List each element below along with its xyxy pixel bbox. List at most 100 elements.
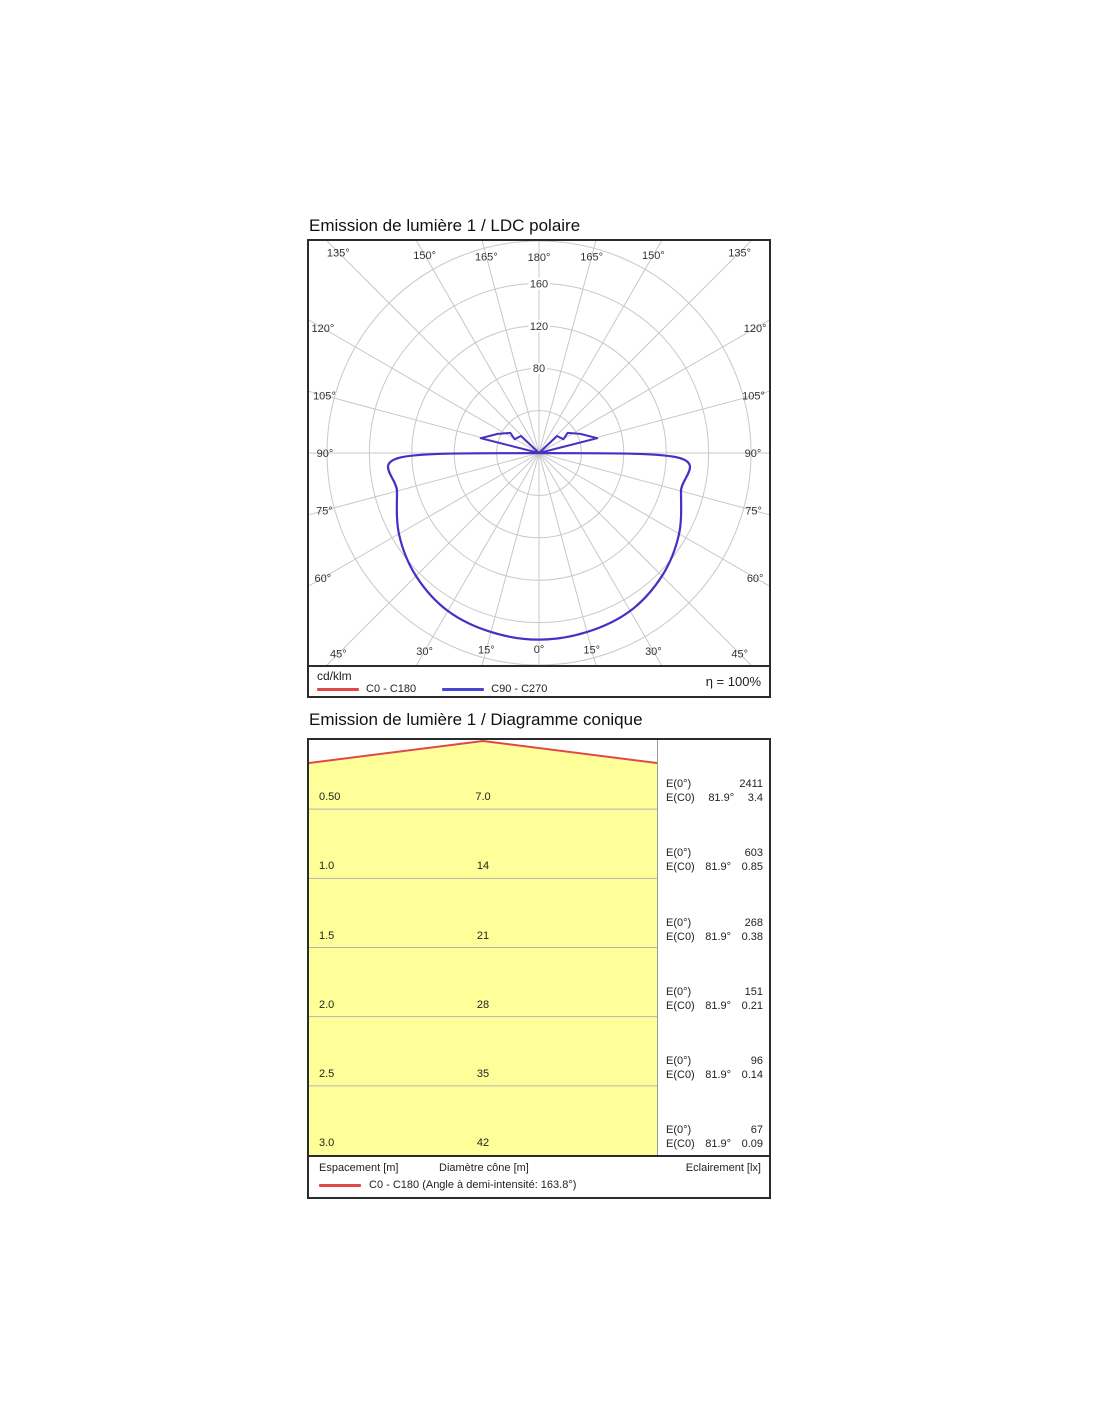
polar-angle-label: 135°	[728, 247, 751, 259]
e0-label: E(0°)	[666, 916, 692, 929]
diametre-cone-value: 14	[476, 860, 490, 873]
illuminance-row: E(0°) 268 E(C0) 81.9° 0.38	[658, 878, 769, 947]
half-angle-value: 81.9°	[705, 1138, 732, 1151]
c90-c270-line-swatch	[442, 687, 485, 691]
intensity-unit-label: cd/klm	[317, 669, 352, 683]
polar-angle-label: 150°	[413, 250, 436, 262]
polar-angle-label: 30°	[416, 646, 433, 658]
half-angle-value: 81.9°	[705, 1068, 732, 1081]
polar-grid-radial-line	[538, 241, 752, 454]
e0-line: E(0°) 2411	[666, 777, 763, 791]
polar-grid-radial-line	[538, 452, 597, 665]
diametre-cone-value: 28	[476, 998, 490, 1011]
polar-grid-radial-line	[416, 452, 540, 665]
half-angle-value: 81.9°	[705, 930, 732, 943]
c0-c180-line-swatch	[317, 687, 359, 691]
illuminance-row: E(0°) 67 E(C0) 81.9° 0.09	[658, 1086, 769, 1155]
e0-label: E(0°)	[666, 778, 692, 791]
polar-angle-label: 90°	[745, 448, 762, 460]
diametre-cone-value: 7.0	[475, 791, 491, 804]
espacement-value: 2.0	[319, 998, 335, 1011]
diametre-cone-value: 21	[476, 929, 490, 942]
polar-angle-label: 0°	[534, 644, 545, 656]
ldc-curve-upper-wing	[538, 431, 599, 454]
polar-grid-radial-line	[309, 452, 540, 587]
diametre-cone-value: 42	[476, 1137, 490, 1149]
espacement-column-label: Espacement [m]	[319, 1162, 399, 1174]
espacement-value: 1.5	[319, 929, 335, 942]
half-angle-value: 81.9°	[705, 999, 732, 1012]
ec0-label: E(C0)	[666, 1138, 695, 1151]
cone-diagram-title: Emission de lumière 1 / Diagramme coniqu…	[309, 710, 643, 729]
e0-value: 67	[750, 1124, 763, 1137]
ec0-value: 0.38	[741, 930, 763, 943]
ec0-label: E(C0)	[666, 999, 695, 1012]
polar-chart-legend: cd/klm η = 100% C0 - C180 C90 - C270	[309, 665, 769, 696]
polar-angle-label: 90°	[317, 448, 334, 460]
diametre-cone-value: 35	[476, 1067, 490, 1080]
e0-value: 2411	[739, 778, 763, 791]
half-intensity-legend-label: C0 - C180 (Angle à demi-intensité: 163.8…	[369, 1179, 577, 1191]
polar-grid-radial-line	[538, 241, 662, 454]
e0-label: E(0°)	[666, 1124, 692, 1137]
polar-angle-label: 105°	[313, 391, 336, 403]
c0-c180-legend-label: C0 - C180	[366, 683, 417, 695]
ldc-curve-upper-wing	[479, 431, 540, 454]
efficiency-label: η = 100%	[705, 674, 761, 689]
half-intensity-legend: C0 - C180 (Angle à demi-intensité: 163.8…	[319, 1179, 576, 1191]
polar-angle-label: 45°	[731, 649, 748, 661]
ec0-line: E(C0) 81.9° 0.14	[666, 1068, 763, 1082]
cone-diagram: 0.50 7.0 1.0 14 1.5 21 2.0 28 2.5 35 3.0 42 E(0°) 24…	[307, 738, 771, 1199]
polar-angle-label: 45°	[330, 649, 347, 661]
polar-angle-label: 120°	[744, 323, 767, 335]
e0-label: E(0°)	[666, 985, 692, 998]
polar-grid-radial-line	[481, 452, 540, 665]
polar-angle-label: 120°	[311, 323, 334, 335]
ec0-line: E(C0) 81.9° 0.21	[666, 999, 763, 1013]
polar-angle-label: 135°	[327, 247, 350, 259]
c0-c180-line-swatch	[319, 1183, 361, 1187]
e0-line: E(0°) 603	[666, 846, 763, 860]
polar-radial-tick-label: 80	[533, 363, 545, 375]
polar-grid-radial-line	[538, 452, 752, 665]
espacement-value: 2.5	[319, 1067, 335, 1080]
polar-chart: 0° 15° 15° 30° 30° 45° 45° 60° 60° 75° 75° 90° 90° 10…	[307, 239, 771, 698]
polar-grid-radial-line	[416, 241, 540, 454]
e0-value: 268	[744, 916, 763, 929]
legend-row: C0 - C180 C90 - C270	[317, 683, 547, 695]
cone-plot-area	[309, 740, 657, 1155]
illuminance-values-panel: E(0°) 2411 E(C0) 81.9° 3.4 E(0°) 603 E(C0) 81.9°…	[657, 740, 769, 1155]
e0-label: E(0°)	[666, 1054, 692, 1067]
ec0-line: E(C0) 81.9° 3.4	[666, 791, 763, 805]
polar-grid-radial-line	[326, 452, 540, 665]
e0-line: E(0°) 67	[666, 1123, 763, 1137]
illuminance-row: E(0°) 2411 E(C0) 81.9° 3.4	[658, 740, 769, 809]
polar-angle-label: 30°	[645, 646, 662, 658]
espacement-value: 1.0	[319, 860, 335, 873]
ec0-label: E(C0)	[666, 1068, 695, 1081]
ec0-value: 3.4	[747, 792, 763, 805]
polar-angle-label: 165°	[580, 251, 603, 263]
polar-grid-radial-line	[309, 319, 540, 454]
e0-line: E(0°) 268	[666, 916, 763, 930]
ec0-value: 0.85	[741, 861, 763, 874]
polar-grid-radial-line	[538, 241, 597, 454]
polar-angle-label: 60°	[747, 573, 764, 585]
polar-angle-label: 150°	[642, 250, 665, 262]
ec0-line: E(C0) 81.9° 0.85	[666, 860, 763, 874]
polar-chart-title: Emission de lumière 1 / LDC polaire	[309, 216, 581, 235]
e0-value: 151	[744, 985, 763, 998]
cone-diagram-footer: Espacement [m] Diamètre cône [m] Eclaire…	[309, 1155, 769, 1197]
illuminance-row: E(0°) 151 E(C0) 81.9° 0.21	[658, 948, 769, 1017]
polar-angle-label: 15°	[478, 645, 495, 657]
ec0-value: 0.21	[741, 999, 763, 1012]
polar-radial-tick-label: 120	[530, 321, 548, 333]
polar-angle-label: 180°	[528, 252, 551, 264]
polar-grid-radial-line	[309, 452, 540, 516]
polar-angle-label: 165°	[475, 251, 498, 263]
espacement-value: 0.50	[319, 791, 341, 804]
polar-grid-radial-line	[538, 319, 769, 454]
polar-grid-radial-line	[538, 452, 769, 587]
diametre-column-label: Diamètre cône [m]	[439, 1162, 529, 1174]
